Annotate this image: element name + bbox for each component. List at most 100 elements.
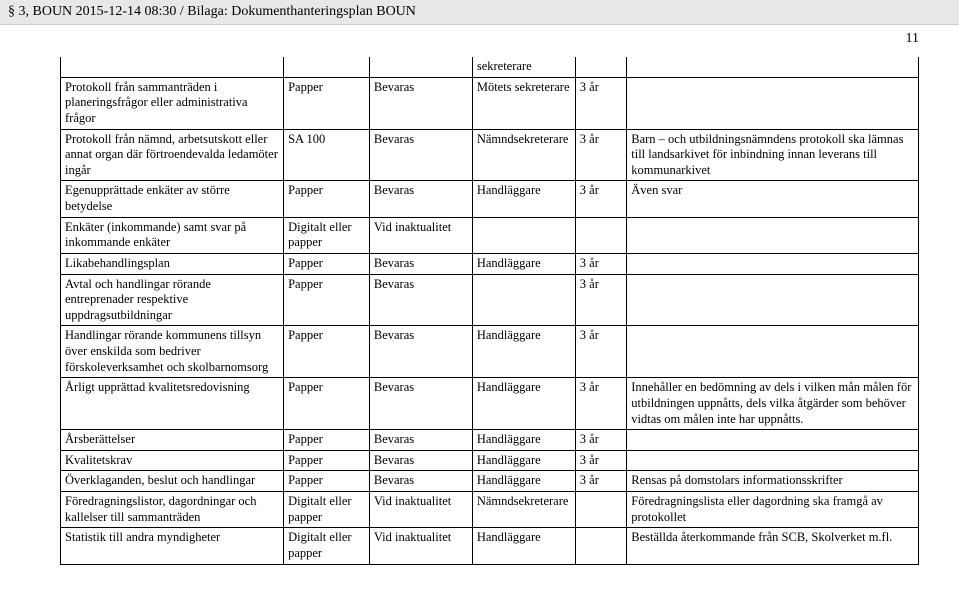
table-cell: Papper [284,326,370,378]
table-cell: Barn – och utbildningsnämndens protokoll… [627,129,919,181]
table-cell [369,57,472,77]
table-cell: Handlingar rörande kommunens tillsyn öve… [61,326,284,378]
table-cell: Protokoll från nämnd, arbetsutskott elle… [61,129,284,181]
table-cell [575,217,626,253]
document-header: § 3, BOUN 2015-12-14 08:30 / Bilaga: Dok… [0,0,959,25]
table-cell: Bevaras [369,274,472,326]
table-cell: 3 år [575,326,626,378]
table-cell: Vid inaktualitet [369,217,472,253]
table-cell: Föredragningslistor, dagordningar och ka… [61,492,284,528]
table-cell: Bevaras [369,129,472,181]
table-cell: Överklaganden, beslut och handlingar [61,471,284,492]
table-row: Protokoll från sammanträden i planerings… [61,77,919,129]
table-cell [627,326,919,378]
table-cell [627,217,919,253]
table-cell: 3 år [575,471,626,492]
table-row: sekreterare [61,57,919,77]
table-cell: Bevaras [369,77,472,129]
table-row: Enkäter (inkommande) samt svar på inkomm… [61,217,919,253]
table-row: ÅrsberättelserPapperBevarasHandläggare3 … [61,430,919,451]
table-cell: Egenupprättade enkäter av större betydel… [61,181,284,217]
table-row: Avtal och handlingar rörande entreprenad… [61,274,919,326]
table-cell: 3 år [575,430,626,451]
table-cell: Rensas på domstolars informationsskrifte… [627,471,919,492]
table-cell: Handläggare [472,471,575,492]
table-cell: Digitalt eller papper [284,528,370,564]
table-cell: 3 år [575,129,626,181]
table-cell: 3 år [575,274,626,326]
table-cell: Bevaras [369,378,472,430]
table-cell: Nämndsekreterare [472,129,575,181]
table-cell: 3 år [575,77,626,129]
table-cell [627,253,919,274]
table-cell: Vid inaktualitet [369,492,472,528]
table-cell [284,57,370,77]
table-cell: Handläggare [472,430,575,451]
table-cell: Föredragningslista eller dagordning ska … [627,492,919,528]
table-row: Egenupprättade enkäter av större betydel… [61,181,919,217]
table-cell [627,77,919,129]
table-cell [627,430,919,451]
table-row: LikabehandlingsplanPapperBevarasHandlägg… [61,253,919,274]
table-row: Handlingar rörande kommunens tillsyn öve… [61,326,919,378]
table-cell [627,450,919,471]
table-cell: Digitalt eller papper [284,217,370,253]
table-cell: 3 år [575,450,626,471]
table-cell: Handläggare [472,528,575,564]
table-cell: sekreterare [472,57,575,77]
table-cell [575,57,626,77]
table-row: Protokoll från nämnd, arbetsutskott elle… [61,129,919,181]
header-text: § 3, BOUN 2015-12-14 08:30 / Bilaga: Dok… [8,4,416,19]
table-cell [472,274,575,326]
table-cell: Protokoll från sammanträden i planerings… [61,77,284,129]
table-cell: Bevaras [369,253,472,274]
table-cell: Bevaras [369,450,472,471]
table-cell: Papper [284,274,370,326]
table-cell: Papper [284,77,370,129]
table-cell: Papper [284,471,370,492]
table-cell: Innehåller en bedömning av dels i vilken… [627,378,919,430]
table-cell: SA 100 [284,129,370,181]
table-cell [61,57,284,77]
table-cell: Digitalt eller papper [284,492,370,528]
table-cell: Papper [284,430,370,451]
table-cell: Handläggare [472,253,575,274]
table-cell [472,217,575,253]
table-row: Statistik till andra myndigheterDigitalt… [61,528,919,564]
table-cell: Avtal och handlingar rörande entreprenad… [61,274,284,326]
table-row: Årligt upprättad kvalitetsredovisningPap… [61,378,919,430]
table-cell: Bevaras [369,326,472,378]
table-cell: Årsberättelser [61,430,284,451]
table-cell: Handläggare [472,378,575,430]
table-cell: Handläggare [472,326,575,378]
table-cell: Beställda återkommande från SCB, Skolver… [627,528,919,564]
table-cell [575,492,626,528]
table-cell: Papper [284,181,370,217]
table-cell [627,57,919,77]
table-cell: Även svar [627,181,919,217]
document-table: sekreterare Protokoll från sammanträden i… [60,57,919,565]
table-cell: Papper [284,378,370,430]
table-cell: Handläggare [472,181,575,217]
table-cell: Papper [284,450,370,471]
table-row: Överklaganden, beslut och handlingarPapp… [61,471,919,492]
table-cell: Enkäter (inkommande) samt svar på inkomm… [61,217,284,253]
table-cell: Bevaras [369,181,472,217]
table-cell: Vid inaktualitet [369,528,472,564]
page-number: 11 [0,25,959,47]
content-area: sekreterare Protokoll från sammanträden i… [0,47,959,585]
table-cell: Statistik till andra myndigheter [61,528,284,564]
table-row: Föredragningslistor, dagordningar och ka… [61,492,919,528]
table-row: KvalitetskravPapperBevarasHandläggare3 å… [61,450,919,471]
table-cell: 3 år [575,181,626,217]
table-cell: Mötets sekreterare [472,77,575,129]
table-cell: Nämndsekreterare [472,492,575,528]
table-cell: Bevaras [369,471,472,492]
table-cell: 3 år [575,378,626,430]
table-cell: Papper [284,253,370,274]
table-cell: Årligt upprättad kvalitetsredovisning [61,378,284,430]
table-cell [575,528,626,564]
table-cell: Kvalitetskrav [61,450,284,471]
table-cell: Likabehandlingsplan [61,253,284,274]
table-cell: 3 år [575,253,626,274]
